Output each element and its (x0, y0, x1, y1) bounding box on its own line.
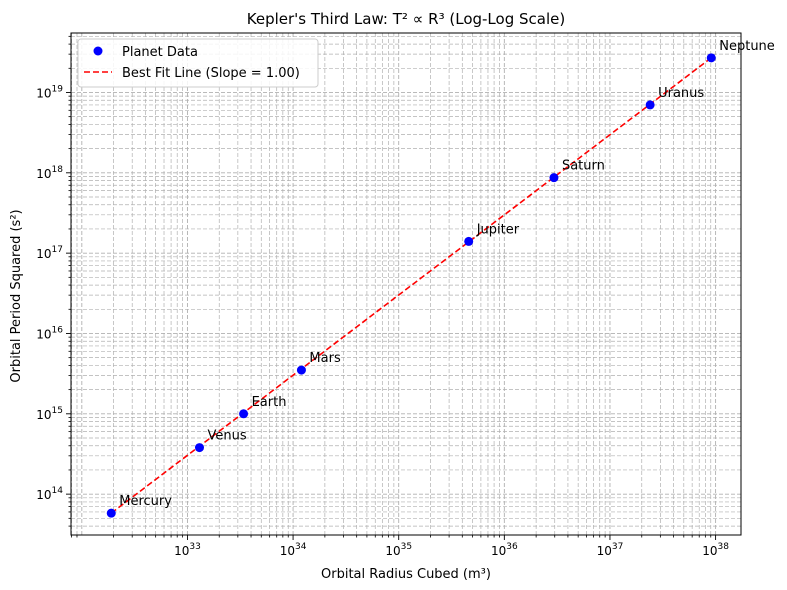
y-axis-label: Orbital Period Squared (s²) (9, 209, 24, 382)
y-tick-label-exponent: 14 (52, 486, 64, 496)
chart-title: Kepler's Third Law: T² ∝ R³ (Log-Log Sca… (247, 10, 565, 28)
legend-box (77, 38, 319, 88)
y-tick-label: 1018 (36, 165, 63, 181)
y-tick-label-base: 10 (36, 327, 51, 341)
x-tick-label-exponent: 33 (189, 542, 200, 552)
data-point-neptune (706, 53, 716, 63)
y-tick-label: 1015 (36, 406, 63, 422)
y-tick-label-base: 10 (36, 86, 51, 100)
x-tick-label: 1033 (174, 542, 201, 558)
y-tick-label-exponent: 18 (52, 165, 64, 175)
plot-frame (70, 32, 742, 536)
data-point-mars (296, 365, 306, 375)
data-point-mercury (106, 508, 116, 518)
x-tick-label: 1038 (702, 542, 729, 558)
x-tick-label-exponent: 35 (401, 542, 412, 552)
data-point-uranus (645, 100, 655, 110)
y-tick-label-base: 10 (36, 167, 51, 181)
legend-label-planet-data: Planet Data (122, 45, 198, 60)
point-label-mars: Mars (309, 351, 341, 366)
data-point-jupiter (464, 236, 474, 246)
x-tick-label-base: 10 (385, 544, 400, 558)
x-tick-label-base: 10 (702, 544, 717, 558)
grid (71, 33, 741, 535)
x-axis-label: Orbital Radius Cubed (m³) (321, 567, 491, 582)
y-tick-label-base: 10 (36, 408, 51, 422)
legend-marker-planet-data (93, 46, 103, 56)
y-tick-label-exponent: 17 (52, 245, 63, 255)
point-label-earth: Earth (252, 395, 287, 410)
x-tick-label-base: 10 (174, 544, 189, 558)
x-tick-label-base: 10 (491, 544, 506, 558)
x-tick-label: 1037 (597, 542, 624, 558)
legend: Planet Data Best Fit Line (Slope = 1.00) (77, 38, 319, 88)
x-tick-label-base: 10 (597, 544, 612, 558)
point-label-jupiter: Jupiter (476, 222, 520, 237)
x-tick-label-exponent: 38 (718, 542, 730, 552)
point-labels: Mercury Venus Earth Mars Jupiter Saturn Uranus… (119, 39, 775, 509)
data-point-earth (239, 409, 249, 419)
point-label-mercury: Mercury (119, 494, 172, 509)
y-tick-label: 1014 (36, 486, 63, 502)
x-tick-label-exponent: 34 (295, 542, 307, 552)
x-tick-label: 1035 (385, 542, 412, 558)
y-tick-label-exponent: 16 (52, 325, 64, 335)
y-tick-label: 1019 (36, 84, 63, 100)
point-label-saturn: Saturn (562, 159, 605, 174)
data-point-saturn (549, 173, 559, 183)
x-tick-label-base: 10 (280, 544, 295, 558)
legend-label-best-fit: Best Fit Line (Slope = 1.00) (122, 66, 300, 81)
y-tick-label-exponent: 15 (52, 406, 63, 416)
y-tick-label-exponent: 19 (52, 84, 64, 94)
point-label-neptune: Neptune (719, 39, 775, 54)
x-axis-ticks: 1033 1034 1035 1036 1037 1038 (71, 535, 729, 558)
y-tick-label-base: 10 (36, 488, 51, 502)
point-label-venus: Venus (207, 429, 246, 444)
planet-data-series (106, 53, 716, 518)
data-point-venus (194, 443, 204, 453)
y-tick-label-base: 10 (36, 247, 51, 261)
y-tick-label: 1016 (36, 325, 63, 341)
x-tick-label: 1036 (491, 542, 518, 558)
point-label-uranus: Uranus (658, 86, 704, 101)
y-tick-label: 1017 (36, 245, 63, 261)
x-tick-label: 1034 (280, 542, 307, 558)
x-tick-label-exponent: 37 (612, 542, 623, 552)
x-tick-label-exponent: 36 (506, 542, 518, 552)
